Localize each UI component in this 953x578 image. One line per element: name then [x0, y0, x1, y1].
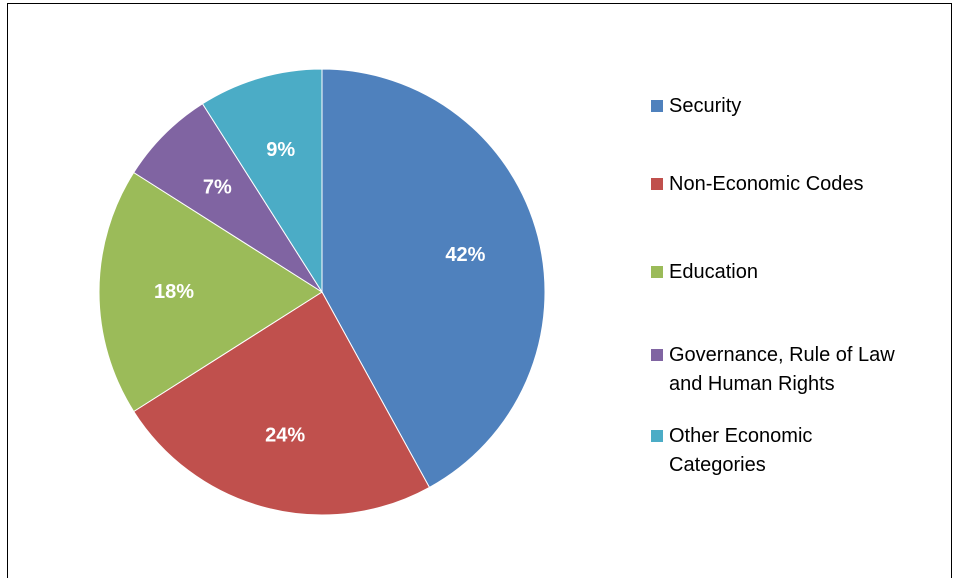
- legend-swatch-governance: [651, 349, 663, 361]
- legend-item-other-economic: Other Economic Categories: [651, 422, 953, 480]
- data-label-governance: 7%: [203, 176, 232, 198]
- data-label-security: 42%: [445, 244, 485, 266]
- legend-label-education: Education: [669, 261, 758, 283]
- pie-slice-education: [98, 171, 323, 413]
- legend-swatch-security: [651, 100, 663, 112]
- legend-label-non-economic-codes: Non-Economic Codes: [669, 173, 864, 195]
- legend-item-security: Security: [651, 92, 953, 121]
- pie-slice-security: [321, 68, 546, 489]
- legend-label-other-economic: Other Economic Categories: [669, 425, 813, 476]
- pie-slice-other-economic: [201, 68, 323, 294]
- data-label-other-economic: 9%: [266, 139, 295, 161]
- pie-slice-non-economic-codes: [133, 291, 431, 516]
- legend-swatch-education: [651, 266, 663, 278]
- data-label-non-economic-codes: 24%: [265, 424, 305, 446]
- legend-swatch-other-economic: [651, 430, 663, 442]
- legend-label-security: Security: [669, 95, 742, 117]
- legend-item-education: Education: [651, 258, 953, 287]
- legend-label-governance: Governance, Rule of Law and Human Rights: [669, 344, 895, 395]
- legend-item-non-economic-codes: Non-Economic Codes: [651, 170, 953, 199]
- chart-area: [7, 3, 952, 578]
- data-label-education: 18%: [154, 281, 194, 303]
- legend-item-governance: Governance, Rule of Law and Human Rights: [651, 341, 953, 399]
- legend-swatch-non-economic-codes: [651, 178, 663, 190]
